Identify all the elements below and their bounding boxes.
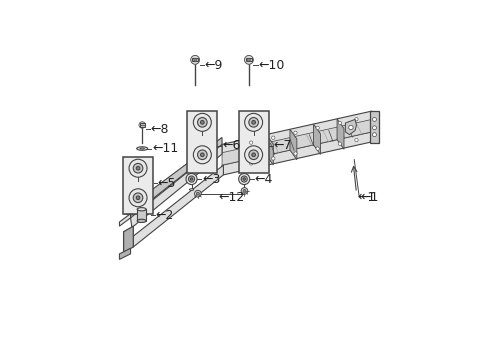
- Circle shape: [195, 190, 201, 197]
- Circle shape: [252, 153, 255, 157]
- Polygon shape: [130, 144, 222, 228]
- Circle shape: [338, 121, 342, 125]
- Circle shape: [139, 122, 146, 128]
- Text: ←8: ←8: [151, 123, 169, 136]
- Circle shape: [129, 189, 147, 207]
- Circle shape: [247, 58, 250, 61]
- Bar: [123, 157, 153, 214]
- Polygon shape: [337, 119, 344, 149]
- Ellipse shape: [140, 148, 145, 149]
- Circle shape: [194, 58, 196, 61]
- Text: ←12: ←12: [219, 190, 245, 203]
- Circle shape: [249, 141, 253, 144]
- Polygon shape: [345, 120, 356, 135]
- Circle shape: [133, 193, 143, 203]
- Circle shape: [271, 157, 275, 160]
- Circle shape: [249, 162, 253, 165]
- Circle shape: [338, 142, 342, 145]
- Circle shape: [194, 113, 211, 131]
- Polygon shape: [120, 214, 130, 226]
- Text: ←2: ←2: [156, 208, 174, 221]
- Bar: [246, 58, 252, 61]
- Text: ←5: ←5: [158, 177, 176, 190]
- Circle shape: [241, 176, 247, 182]
- Text: ←1: ←1: [360, 190, 378, 203]
- Circle shape: [316, 126, 319, 130]
- Circle shape: [249, 150, 258, 159]
- Ellipse shape: [137, 219, 146, 222]
- Bar: [137, 209, 146, 221]
- Circle shape: [316, 147, 319, 150]
- Circle shape: [200, 121, 204, 124]
- Polygon shape: [222, 120, 372, 165]
- Circle shape: [196, 192, 199, 195]
- Bar: [193, 58, 198, 61]
- Circle shape: [245, 146, 263, 164]
- Text: ←3: ←3: [202, 172, 220, 185]
- Polygon shape: [222, 111, 373, 154]
- Circle shape: [189, 176, 195, 182]
- Polygon shape: [120, 248, 130, 260]
- Polygon shape: [123, 226, 133, 252]
- Circle shape: [372, 117, 376, 121]
- Polygon shape: [370, 111, 379, 143]
- Circle shape: [197, 150, 207, 159]
- Text: ←6: ←6: [222, 139, 241, 152]
- Circle shape: [294, 152, 297, 155]
- Circle shape: [194, 146, 211, 164]
- Circle shape: [372, 126, 376, 130]
- Polygon shape: [132, 165, 223, 247]
- Text: ←11: ←11: [152, 142, 178, 155]
- Polygon shape: [267, 135, 273, 165]
- Circle shape: [191, 55, 199, 64]
- Circle shape: [355, 118, 358, 121]
- Polygon shape: [243, 140, 250, 170]
- Ellipse shape: [137, 208, 146, 211]
- Circle shape: [355, 138, 358, 142]
- Polygon shape: [314, 124, 320, 154]
- Circle shape: [372, 133, 376, 136]
- Ellipse shape: [242, 189, 246, 190]
- Circle shape: [252, 121, 255, 124]
- Polygon shape: [222, 132, 373, 175]
- Circle shape: [241, 188, 248, 194]
- Circle shape: [186, 174, 197, 185]
- Text: ←4: ←4: [255, 172, 273, 185]
- Circle shape: [190, 178, 193, 180]
- Circle shape: [133, 163, 143, 173]
- Circle shape: [239, 174, 250, 185]
- Circle shape: [294, 131, 297, 134]
- Circle shape: [243, 189, 246, 193]
- Circle shape: [349, 125, 353, 130]
- Circle shape: [200, 153, 204, 157]
- Circle shape: [243, 178, 245, 180]
- Ellipse shape: [189, 189, 194, 190]
- Circle shape: [245, 113, 263, 131]
- Bar: [239, 111, 269, 174]
- Circle shape: [136, 166, 140, 170]
- Bar: [140, 123, 145, 127]
- Circle shape: [249, 118, 258, 127]
- Circle shape: [129, 159, 147, 177]
- Circle shape: [271, 136, 275, 139]
- Ellipse shape: [137, 147, 147, 150]
- Circle shape: [197, 118, 207, 127]
- Polygon shape: [123, 138, 222, 215]
- Text: ←1: ←1: [357, 190, 376, 203]
- Bar: [187, 111, 217, 174]
- Text: ←7: ←7: [273, 139, 292, 152]
- Text: ←9: ←9: [205, 59, 223, 72]
- Circle shape: [245, 55, 253, 64]
- Text: ←10: ←10: [258, 59, 285, 72]
- Circle shape: [136, 196, 140, 199]
- Polygon shape: [290, 129, 297, 160]
